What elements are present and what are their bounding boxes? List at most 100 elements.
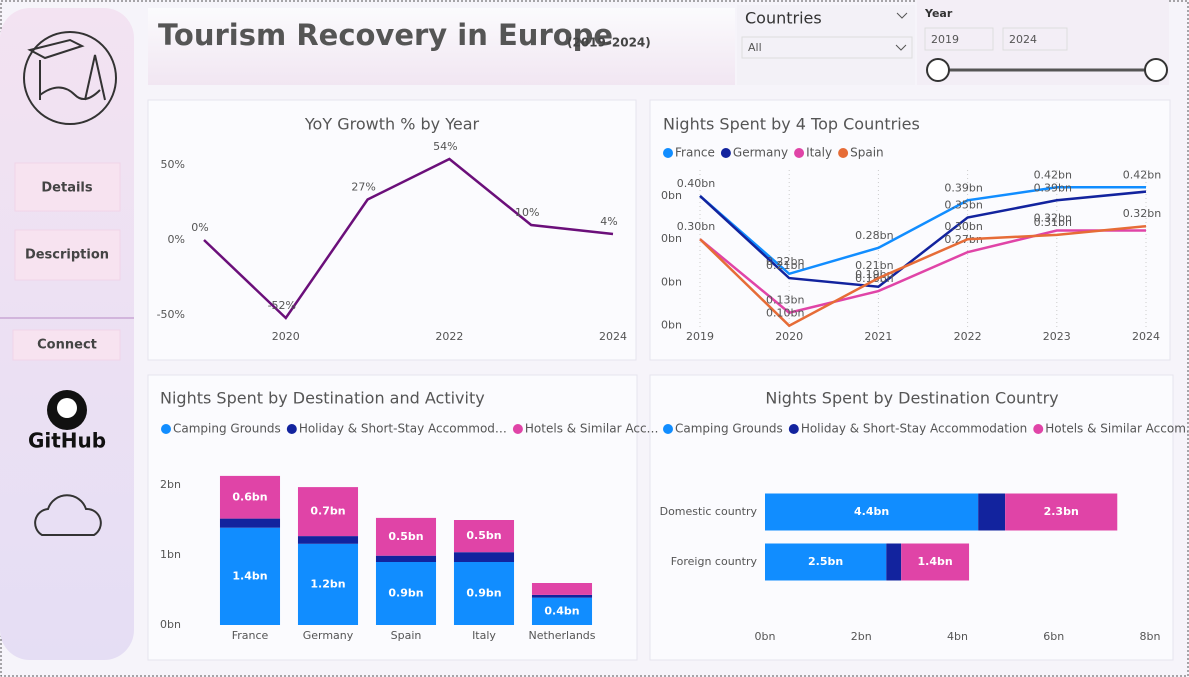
x-tick-label: 2024 [599,330,627,343]
x-tick-label: 2020 [272,330,300,343]
legend-marker [663,424,673,434]
description-button[interactable] [14,229,121,281]
slider-handle[interactable] [1144,58,1168,82]
data-label: 1.4bn [232,569,267,582]
chart-title: Nights Spent by Destination Country [765,389,1058,408]
x-tick-label: 2022 [435,330,463,343]
data-label: 0.39bn [944,181,982,194]
x-tick-label: 2021 [864,330,892,343]
data-label: 0.30bn [944,220,982,233]
github-icon-inner [57,398,77,418]
tableau-icon[interactable] [34,494,102,536]
category-label: Netherlands [528,629,595,642]
bar-segment [219,518,281,528]
bar-segment [375,562,437,625]
data-label: 0.19bn [855,268,893,281]
connect-button[interactable] [12,329,121,361]
line [699,229,1146,315]
line [699,190,1147,289]
legend-label: Camping Grounds [675,422,783,436]
line [699,186,1146,276]
legend-marker [512,424,523,434]
category-label: Italy [472,629,496,642]
data-label: 0% [191,221,208,234]
header [148,8,735,85]
data-label: 2.3bn [1044,505,1079,518]
chart-title: YoY Growth % by Year [304,115,480,134]
bar-segment [1005,493,1118,531]
data-label: 0.39bn [1034,181,1072,194]
legend-marker [1033,424,1044,434]
x-tick-label: 4bn [947,630,968,643]
y-tick-label: 0bn [160,618,181,631]
data-label: 0.30bn [677,220,715,233]
year-from-input[interactable] [924,27,994,51]
data-label: 1.4bn [918,555,953,568]
countries-label: Countries [745,9,822,28]
legend-marker [720,148,731,158]
legend-label: Hotels & Similar Acc… [525,422,659,436]
subtitle: (2019–2024) [567,36,651,50]
y-tick-label: 0bn [661,319,682,332]
data-label: 27% [351,181,375,194]
x-tick-label: 6bn [1043,630,1064,643]
bar-segment [297,487,359,537]
x-tick-label: 0bn [755,630,776,643]
x-tick-label: 2024 [1132,330,1160,343]
year-to-input[interactable] [1002,27,1068,51]
category-label: Foreign country [671,555,758,568]
data-label: 0.21bn [855,259,893,272]
x-tick-label: 2023 [1043,330,1071,343]
y-tick-label: 1bn [160,548,181,561]
bar-segment [978,493,1006,531]
github-link[interactable]: GitHub [28,390,106,453]
bar-segment [297,536,359,544]
bar-segment [765,493,979,531]
data-label: 0.28bn [855,229,893,242]
year-from: 2019 [931,33,959,46]
data-label: 4% [600,215,617,228]
data-label: 0.42bn [1123,168,1161,181]
legend-label: Spain [850,146,884,160]
data-label: 0.7bn [310,505,345,518]
title: Tourism Recovery in Europe [158,18,613,52]
y-tick-label: 0bn [661,189,682,202]
data-label: 0.21bn [766,259,804,272]
line [203,157,614,320]
x-tick-label: 2020 [775,330,803,343]
legend-label: France [675,146,715,160]
x-tick-label: 8bn [1140,630,1161,643]
bar-segment [453,552,515,562]
chart-title: Nights Spent by 4 Top Countries [663,115,920,134]
y-tick-label: -50% [157,308,185,321]
bar-segment [375,517,437,556]
legend-marker [794,148,805,158]
y-tick-label: 0bn [661,275,682,288]
data-label: 54% [433,140,457,153]
countries-value: All [748,41,762,54]
connect-label: Connect [37,338,97,353]
y-tick-label: 0bn [661,232,682,245]
y-tick-label: 2bn [160,478,181,491]
category-label: France [232,629,269,642]
y-tick-label: 0% [168,233,185,246]
category-label: Spain [391,629,422,642]
bar-segment [219,527,281,625]
year-label: Year [924,7,953,20]
legend-marker [286,424,297,434]
legend-marker [663,148,673,158]
data-label: 0.9bn [466,587,501,600]
data-label: 2.5bn [808,555,843,568]
countries-dropdown[interactable] [741,36,913,59]
data-label: 0.10bn [766,307,804,320]
data-label: 0.40bn [677,177,715,190]
data-label: 1.2bn [310,577,345,590]
legend-label: Holiday & Short-Stay Accommodation [801,422,1027,436]
description-label: Description [25,248,109,263]
details-button[interactable] [14,162,121,212]
slider-handle[interactable] [926,58,950,82]
chevron [896,12,908,19]
